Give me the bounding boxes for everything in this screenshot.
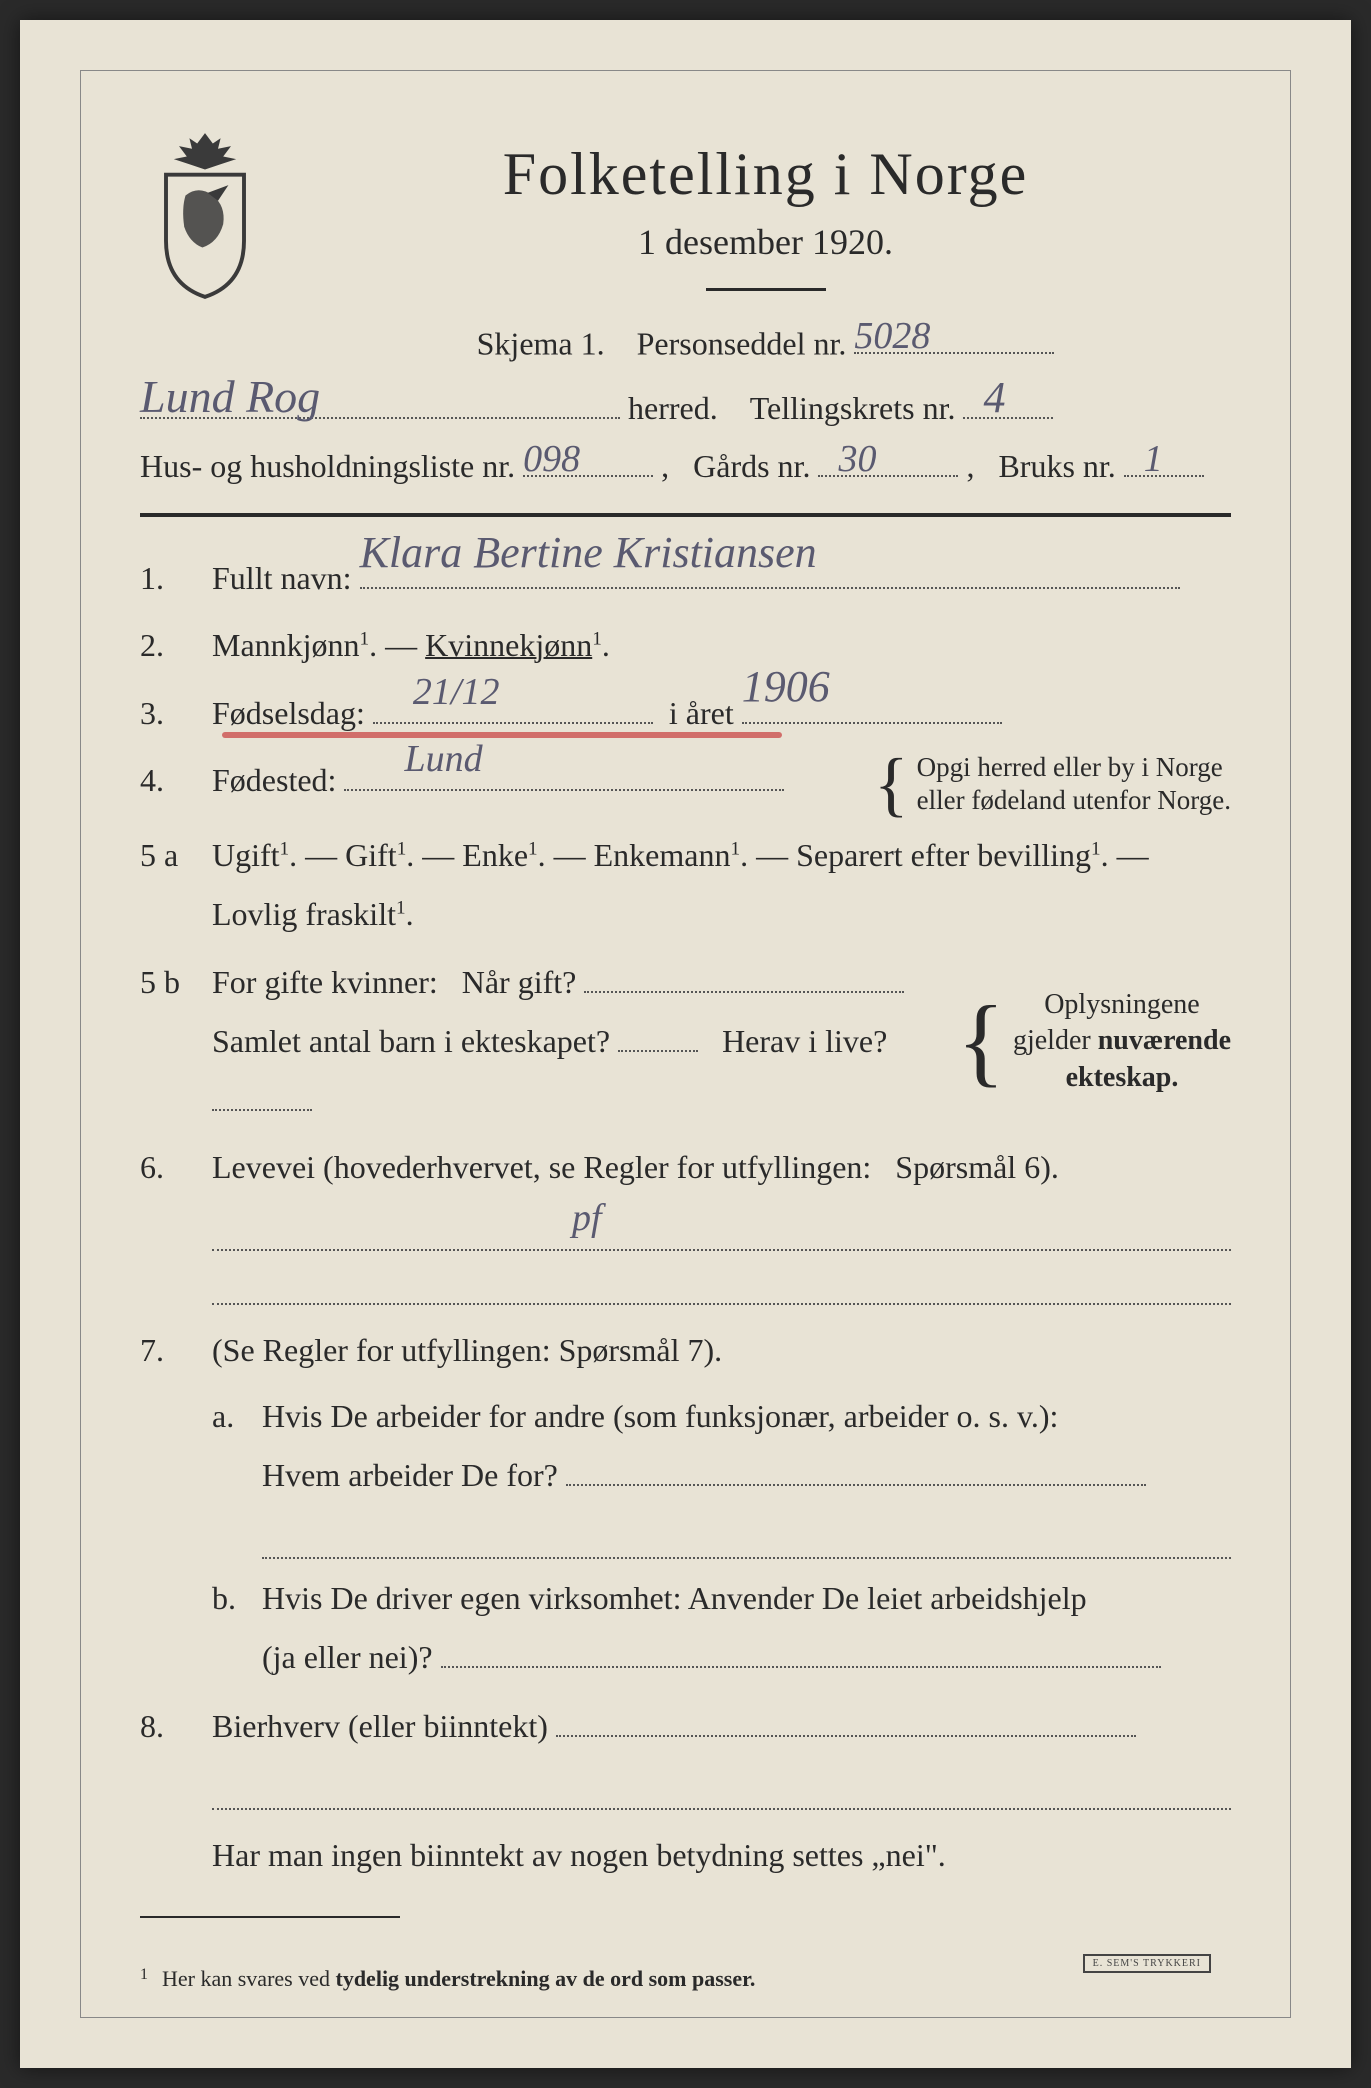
page-title: Folketelling i Norge: [300, 140, 1231, 209]
footnote-marker: 1: [140, 1966, 148, 1992]
q5b-l2a: Samlet antal barn i ekteskapet?: [212, 1023, 610, 1059]
q7: 7. (Se Regler for utfyllingen: Spørsmål …: [140, 1321, 1231, 1687]
husliste-value: 098: [523, 437, 580, 481]
q4-value: Lund: [404, 724, 482, 794]
q1-num: 1.: [140, 549, 194, 608]
q3-num: 3.: [140, 684, 194, 743]
q5a-opt-1: Gift: [345, 837, 397, 873]
brace-icon: {: [874, 759, 909, 809]
q7b-l2: (ja eller nei)?: [262, 1639, 433, 1675]
q5b: 5 b For gifte kvinner: Når gift? Samlet …: [140, 953, 1231, 1131]
q3-year: 1906: [742, 646, 830, 727]
tellingskrets-value: 4: [983, 372, 1005, 423]
q4-note-b: eller fødeland utenfor Norge.: [917, 784, 1231, 818]
title-block: Folketelling i Norge 1 desember 1920. Sk…: [300, 130, 1231, 370]
q4-num: 4.: [140, 751, 194, 819]
q1-value: Klara Bertine Kristiansen: [360, 512, 817, 593]
page-subtitle: 1 desember 1920.: [300, 221, 1231, 263]
personseddel-label: Personseddel nr.: [637, 325, 847, 361]
q4: 4. Fødested: Lund { Opgi herred eller by…: [140, 751, 1231, 819]
q8: 8. Bierhverv (eller biinntekt): [140, 1697, 1231, 1810]
q4-note-a: Opgi herred eller by i Norge: [917, 751, 1231, 785]
q5a-opt-5: Lovlig fraskilt: [212, 896, 396, 932]
q5a: 5 a Ugift1. — Gift1. — Enke1. — Enkemann…: [140, 826, 1231, 944]
q6-text-b: Spørsmål 6).: [895, 1149, 1059, 1185]
q6-text-a: Levevei (hovederhvervet, se Regler for u…: [212, 1149, 871, 1185]
gards-value: 30: [838, 437, 876, 481]
header: Folketelling i Norge 1 desember 1920. Sk…: [140, 130, 1231, 370]
q7a-num: a.: [212, 1387, 248, 1559]
q5a-opt-2: Enke: [462, 837, 528, 873]
husliste-label: Hus- og husholdningsliste nr.: [140, 448, 515, 485]
q5b-l2b: Herav i live?: [722, 1023, 887, 1059]
gards-label: Gårds nr.: [693, 448, 810, 485]
q3-label: Fødselsdag:: [212, 695, 365, 731]
q7a-l2: Hvem arbeider De for?: [262, 1457, 558, 1493]
personseddel-value: 5028: [854, 314, 930, 358]
q3-day: 21/12: [413, 657, 500, 727]
q5b-l1b: Når gift?: [462, 964, 577, 1000]
q7-intro: (Se Regler for utfyllingen: Spørsmål 7).: [212, 1321, 1231, 1380]
title-divider: [706, 288, 826, 291]
brace-icon: {: [957, 1006, 1005, 1076]
skjema-label: Skjema 1.: [477, 325, 605, 361]
q1-label: Fullt navn:: [212, 560, 352, 596]
q5b-num: 5 b: [140, 953, 194, 1131]
q4-label: Fødested:: [212, 762, 336, 798]
q6-num: 6.: [140, 1138, 194, 1305]
q4-note: { Opgi herred eller by i Norge eller fød…: [874, 751, 1231, 819]
bruks-value: 1: [1144, 437, 1163, 481]
questions: 1. Fullt navn: Klara Bertine Kristiansen…: [140, 549, 1231, 1886]
q7b-l1: Hvis De driver egen virksomhet: Anvender…: [262, 1569, 1231, 1628]
footnote: 1 Her kan svares ved tydelig understrekn…: [140, 1958, 1231, 1992]
q5a-opt-3: Enkemann: [594, 837, 731, 873]
q7a-l1: Hvis De arbeider for andre (som funksjon…: [262, 1387, 1231, 1446]
husliste-row: Hus- og husholdningsliste nr. 098 , Gård…: [140, 439, 1231, 485]
q6-value: pf: [572, 1183, 602, 1253]
q3: 3. Fødselsdag: 21/12 i året 1906: [140, 684, 1231, 743]
q2: 2. Mannkjønn1. — Kvinnekjønn1.: [140, 616, 1231, 675]
q5b-l1a: For gifte kvinner:: [212, 964, 438, 1000]
q5b-note-c: ekteskap.: [1066, 1062, 1179, 1093]
red-underline-icon: [222, 732, 782, 738]
q6: 6. Levevei (hovederhvervet, se Regler fo…: [140, 1138, 1231, 1305]
census-form-page: Folketelling i Norge 1 desember 1920. Sk…: [20, 20, 1351, 2068]
q5b-note: { Oplysningene gjelder nuværende ekteska…: [957, 987, 1231, 1096]
herred-value: Lund Rog: [140, 370, 320, 423]
coat-of-arms-icon: [140, 130, 270, 300]
herred-suffix: herred.: [628, 390, 718, 427]
printer-stamp: E. SEM'S TRYKKERI: [1083, 1954, 1211, 1973]
q5a-opt-4: Separert efter bevilling: [796, 837, 1091, 873]
q2-num: 2.: [140, 616, 194, 675]
herred-row: Lund Rog herred. Tellingskrets nr. 4: [140, 380, 1231, 426]
bruks-label: Bruks nr.: [998, 448, 1115, 485]
footnote-rule: [140, 1916, 400, 1918]
tail-note: Har man ingen biinntekt av nogen betydni…: [212, 1826, 1231, 1885]
q8-num: 8.: [140, 1697, 194, 1810]
tellingskrets-label: Tellingskrets nr.: [750, 390, 956, 427]
q1: 1. Fullt navn: Klara Bertine Kristiansen: [140, 549, 1231, 608]
q8-label: Bierhverv (eller biinntekt): [212, 1708, 548, 1744]
skjema-line: Skjema 1. Personseddel nr. 5028: [300, 316, 1231, 362]
q5a-num: 5 a: [140, 826, 194, 944]
q5b-note-a: Oplysningene: [1013, 987, 1231, 1023]
q3-mid: i året: [669, 695, 734, 731]
q2-opt-a: Mannkjønn: [212, 627, 360, 663]
q7b-num: b.: [212, 1569, 248, 1687]
q5a-opt-0: Ugift: [212, 837, 280, 873]
q7-num: 7.: [140, 1321, 194, 1687]
q5b-note-b-bold: nuværende: [1098, 1025, 1231, 1056]
